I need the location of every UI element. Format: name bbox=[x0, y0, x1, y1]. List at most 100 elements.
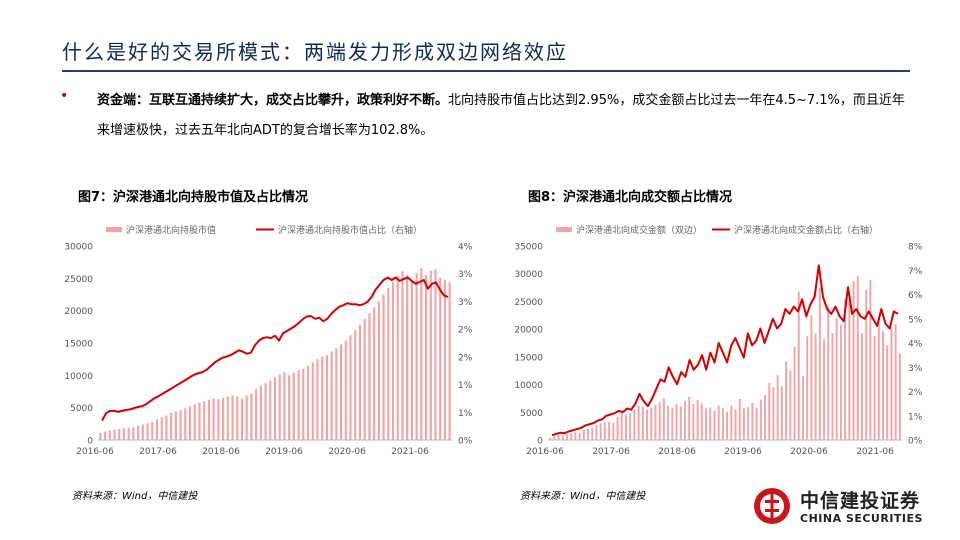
bar bbox=[852, 281, 855, 440]
y-right-tick-label: 2% bbox=[458, 326, 473, 336]
bar bbox=[637, 405, 640, 440]
x-tick-label: 2019-06 bbox=[265, 447, 303, 457]
bar bbox=[236, 396, 239, 440]
bar bbox=[415, 273, 418, 440]
bar bbox=[193, 404, 196, 440]
bar bbox=[823, 339, 825, 440]
bar bbox=[127, 427, 130, 440]
bar bbox=[717, 405, 720, 440]
bar bbox=[848, 302, 851, 440]
bar bbox=[245, 395, 248, 440]
bar bbox=[793, 346, 796, 440]
y-right-tick-label: 1% bbox=[458, 409, 473, 419]
x-tick-label: 2016-06 bbox=[526, 447, 564, 457]
bar bbox=[340, 344, 343, 440]
bar bbox=[306, 365, 310, 440]
bar bbox=[321, 356, 324, 440]
bullet-paragraph: 资金端：互联互通持续扩大，成交占比攀升，政策利好不断。北向持股市值占比达到2.9… bbox=[97, 86, 917, 146]
bar bbox=[844, 298, 847, 440]
figure8-title: 图8：沪深港通北向成交额占比情况 bbox=[528, 190, 733, 205]
bar bbox=[406, 275, 409, 440]
bar bbox=[561, 435, 564, 440]
bar bbox=[587, 428, 589, 440]
logo-name-cn: 中信建投证券 bbox=[800, 490, 921, 512]
y-right-tick-label: 0% bbox=[908, 437, 923, 447]
bar bbox=[612, 422, 615, 440]
bar bbox=[222, 397, 225, 440]
bullet-marker: • bbox=[60, 88, 69, 104]
legend-bar-label: 沪深港通北向成交金额（双边） bbox=[576, 224, 702, 236]
bar bbox=[620, 411, 623, 440]
bar bbox=[553, 436, 556, 440]
y-right-tick-label: 0% bbox=[458, 437, 473, 447]
bar bbox=[721, 407, 724, 440]
bar bbox=[578, 432, 581, 440]
y-left-tick-label: 15000 bbox=[64, 340, 93, 350]
ratio-line bbox=[551, 264, 899, 437]
y-left-tick-label: 30000 bbox=[514, 270, 543, 280]
y-right-tick-label: 2% bbox=[458, 353, 473, 363]
y-left-tick-label: 25000 bbox=[514, 298, 543, 308]
bar bbox=[700, 403, 703, 440]
bar bbox=[401, 271, 404, 440]
bar bbox=[633, 409, 636, 440]
bar bbox=[709, 407, 712, 440]
x-tick-label: 2020-06 bbox=[790, 447, 828, 457]
bar bbox=[141, 424, 144, 440]
bar bbox=[785, 361, 788, 440]
bar bbox=[396, 275, 399, 440]
bar bbox=[179, 410, 182, 440]
figure7-chart: 沪深港通北向持股市值 沪深港通北向持股市值占比（右轴） 0 5000 10000 1500… bbox=[64, 224, 473, 457]
bar bbox=[420, 267, 423, 440]
bar bbox=[641, 406, 644, 440]
legend-line-label: 沪深港通北向持股市值占比（右轴） bbox=[278, 224, 422, 236]
bar bbox=[278, 374, 281, 440]
bar bbox=[410, 280, 413, 440]
bar bbox=[155, 419, 159, 440]
y-left-tick-label: 35000 bbox=[514, 243, 543, 253]
bar bbox=[198, 402, 201, 440]
bar bbox=[570, 433, 573, 440]
bar bbox=[382, 294, 385, 440]
bar bbox=[325, 355, 328, 440]
bar bbox=[856, 275, 859, 440]
legend-line-label: 沪深港通北向成交金额占比（右轴） bbox=[734, 224, 878, 236]
bar bbox=[730, 405, 733, 440]
bar bbox=[734, 409, 737, 440]
bar bbox=[772, 387, 775, 440]
bar bbox=[688, 396, 691, 440]
bar bbox=[377, 301, 380, 440]
bar bbox=[170, 412, 173, 440]
bar bbox=[658, 402, 661, 440]
y-left-tick-label: 25000 bbox=[64, 275, 93, 285]
bar bbox=[835, 318, 838, 440]
figure7-title: 图7：沪深港通北向持股市值及占比情况 bbox=[78, 190, 309, 205]
bar bbox=[646, 409, 648, 440]
y-left-tick-label: 5000 bbox=[70, 404, 93, 414]
legend-bar-swatch bbox=[106, 227, 122, 232]
bar bbox=[768, 382, 771, 440]
bar bbox=[776, 375, 779, 440]
bar bbox=[434, 269, 437, 440]
y-right-tick-label: 4% bbox=[458, 243, 473, 253]
bar bbox=[344, 340, 347, 440]
y-left-tick-label: 20000 bbox=[64, 307, 93, 317]
y-left-tick-label: 10000 bbox=[514, 381, 543, 391]
title-divider bbox=[62, 70, 910, 72]
bar bbox=[151, 421, 154, 440]
bar bbox=[212, 398, 215, 440]
chart-legend: 沪深港通北向成交金额（双边） 沪深港通北向成交金额占比（右轴） bbox=[556, 224, 878, 236]
page-title: 什么是好的交易所模式：两端发力形成双边网络效应 bbox=[62, 40, 568, 64]
bullet-bold-text: 资金端：互联互通持续扩大，成交占比攀升，政策利好不断。 bbox=[97, 93, 449, 108]
bar bbox=[591, 427, 594, 440]
bar bbox=[890, 327, 893, 440]
bar bbox=[292, 372, 295, 440]
bar bbox=[671, 407, 674, 440]
bar bbox=[231, 395, 234, 440]
bar bbox=[650, 407, 653, 440]
bar bbox=[574, 432, 577, 440]
bar bbox=[240, 398, 244, 440]
bar bbox=[625, 414, 627, 440]
bar bbox=[207, 399, 210, 440]
bar bbox=[288, 375, 291, 440]
